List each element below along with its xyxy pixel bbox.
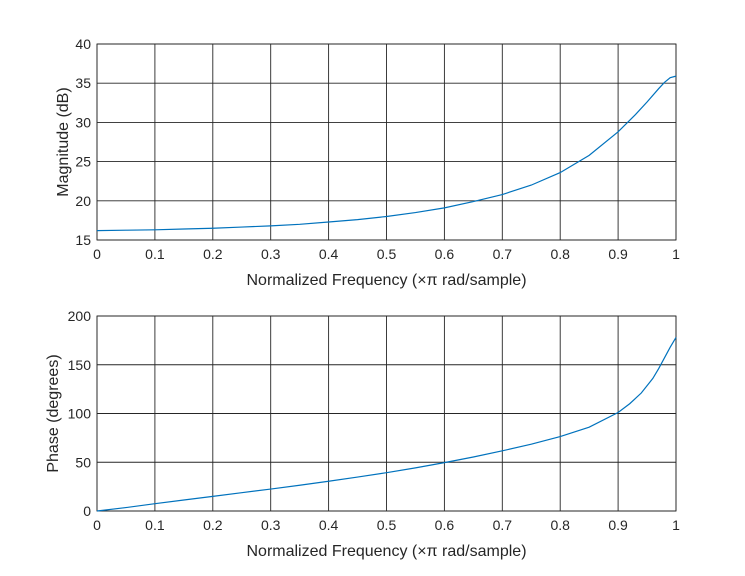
- magnitude-x-tick-label: 0.8: [550, 246, 570, 262]
- phase-y-tick-label: 200: [68, 308, 92, 324]
- phase-y-axis-label: Phase (degrees): [45, 354, 62, 472]
- phase-x-tick-label: 0.2: [203, 517, 223, 533]
- phase-x-tick-label: 0.4: [319, 517, 339, 533]
- magnitude-x-tick-label: 0.2: [203, 246, 223, 262]
- phase-x-tick-label: 0.1: [145, 517, 165, 533]
- phase-x-tick-label: 0.5: [377, 517, 397, 533]
- magnitude-x-tick-label: 0.6: [435, 246, 455, 262]
- phase-x-tick-label: 0.7: [493, 517, 513, 533]
- magnitude-x-tick-label: 0: [93, 246, 101, 262]
- phase-x-tick-label: 0.8: [550, 517, 570, 533]
- phase-x-axis-label: Normalized Frequency (×π rad/sample): [246, 543, 526, 560]
- magnitude-y-tick-label: 15: [75, 232, 91, 248]
- phase-x-tick-label: 0.6: [435, 517, 455, 533]
- magnitude-series-line: [96, 75, 677, 232]
- phase-y-tick-label: 150: [68, 357, 92, 373]
- magnitude-y-tick-label: 20: [75, 193, 91, 209]
- magnitude-x-tick-label: 0.4: [319, 246, 339, 262]
- magnitude-y-tick-label: 25: [75, 154, 91, 170]
- magnitude-y-tick-label: 30: [75, 114, 91, 130]
- phase-axes: 0 0.1 0.2 0.3 0.4 0.5 0.6 0.7 0.8 0.9 1 0 50 100 150 20…: [45, 308, 680, 560]
- magnitude-x-tick-label: 0.5: [377, 246, 397, 262]
- magnitude-y-tick-label: 40: [75, 36, 91, 52]
- magnitude-x-tick-label: 0.9: [608, 246, 628, 262]
- phase-x-tick-label: 1: [672, 517, 680, 533]
- magnitude-x-tick-label: 0.1: [145, 246, 165, 262]
- phase-y-tick-label: 100: [68, 406, 92, 422]
- magnitude-axes: 0 0.1 0.2 0.3 0.4 0.5 0.6 0.7 0.8 0.9 1 15 20 25 30 35 4…: [55, 36, 680, 289]
- phase-y-tick-label: 50: [75, 454, 91, 470]
- magnitude-y-axis-label: Magnitude (dB): [55, 87, 72, 196]
- magnitude-x-tick-label: 0.7: [493, 246, 513, 262]
- magnitude-x-tick-label: 0.3: [261, 246, 281, 262]
- phase-series-line: [96, 337, 677, 512]
- magnitude-y-tick-label: 35: [75, 75, 91, 91]
- magnitude-x-axis-label: Normalized Frequency (×π rad/sample): [246, 272, 526, 289]
- phase-x-tick-label: 0.9: [608, 517, 628, 533]
- phase-x-tick-label: 0: [93, 517, 101, 533]
- phase-x-tick-label: 0.3: [261, 517, 281, 533]
- phase-y-tick-label: 0: [83, 503, 91, 519]
- magnitude-x-tick-label: 1: [672, 246, 680, 262]
